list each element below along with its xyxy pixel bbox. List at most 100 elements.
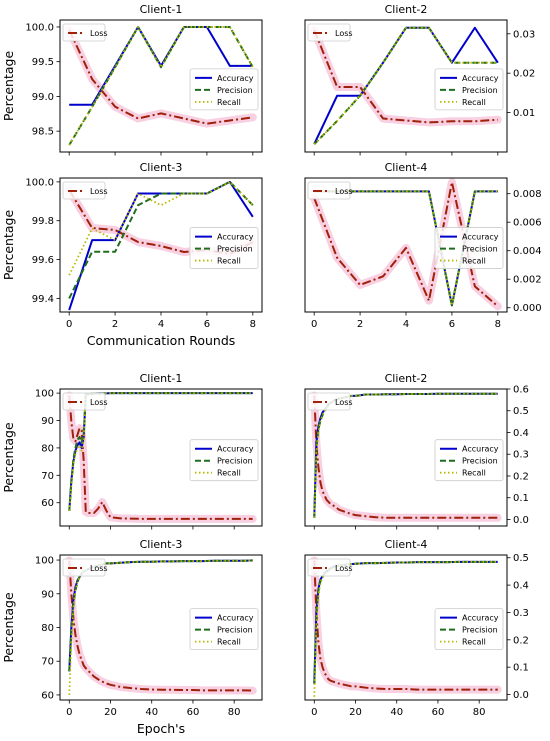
y-tick-label: 60 <box>41 690 54 701</box>
y-tick-label: 100.0 <box>25 22 54 33</box>
x-tick-label: 20 <box>104 707 117 718</box>
precision-line <box>68 392 253 512</box>
legend: Loss <box>307 392 353 411</box>
plot-frame <box>304 388 508 527</box>
legend: Accuracy Precision Recall <box>189 608 259 651</box>
x-tick-label: 40 <box>145 707 158 718</box>
y-right-tick-label: 0.1 <box>513 493 529 504</box>
y-tick-label: 70 <box>41 471 54 482</box>
y-axis-label: Percentage <box>1 592 16 663</box>
precision-legend-label: Precision <box>217 86 253 95</box>
loss-legend-label: Loss <box>335 564 353 573</box>
y-tick-label: 99.5 <box>32 57 54 68</box>
loss-line <box>313 395 498 519</box>
x-axis-label: Communication Rounds <box>87 333 236 348</box>
recall-line <box>313 26 498 145</box>
legend-box <box>307 23 351 42</box>
y-tick-label: 99.6 <box>32 255 54 266</box>
recall-legend-label: Recall <box>217 257 241 266</box>
chart-title: Client-4 <box>385 161 428 174</box>
x-tick-label: 60 <box>187 707 200 718</box>
chart-panel-6: 0.0 0.1 0.2 0.3 0.4 0.5 0.6 Client-2 Loss Accurac… <box>304 372 529 530</box>
loss-legend-label: Loss <box>90 187 108 196</box>
precision-legend-label: Precision <box>217 245 253 254</box>
loss-legend-label: Loss <box>335 187 353 196</box>
chart-title: Client-4 <box>385 538 428 551</box>
y-axis-label: Percentage <box>1 210 16 281</box>
legend-box <box>62 392 106 411</box>
precision-legend-label: Precision <box>462 245 498 254</box>
y-tick-label: 90 <box>41 589 54 600</box>
y-right-tick-label: 0.002 <box>513 275 542 286</box>
x-tick-label: 20 <box>349 707 362 718</box>
legend-box <box>189 439 259 482</box>
loss-line <box>313 29 498 124</box>
legend-box <box>189 68 259 111</box>
chart-panel-3: 0 2 4 6 8 99.4 99.6 99.8 100.0 Client-3 Percentage… <box>1 161 263 348</box>
y-right-tick-label: 0.5 <box>513 553 529 564</box>
recall-legend-label: Recall <box>462 469 486 478</box>
x-tick-label: 8 <box>495 319 501 330</box>
precision-legend-label: Precision <box>217 626 253 635</box>
y-tick-label: 60 <box>41 498 54 509</box>
recall-legend-label: Recall <box>462 638 486 647</box>
x-tick-label: 40 <box>390 707 403 718</box>
loss-legend-label: Loss <box>335 398 353 407</box>
loss-line <box>313 560 498 691</box>
loss-legend-label: Loss <box>90 398 108 407</box>
legend: Accuracy Precision Recall <box>434 68 504 111</box>
y-right-tick-label: 0.02 <box>513 69 535 80</box>
precision-legend-label: Precision <box>462 457 498 466</box>
y-right-tick-label: 0.03 <box>513 29 535 40</box>
legend-box <box>62 181 106 200</box>
chart-panel-8: 0 20 40 60 80 0.0 0.1 0.2 0.3 0.4 0.5 Client-4 Loss A… <box>304 538 529 718</box>
y-right-tick-label: 0.6 <box>513 385 529 396</box>
y-tick-label: 99.4 <box>32 294 54 305</box>
y-tick-label: 100 <box>35 556 54 567</box>
chart-title: Client-3 <box>140 161 183 174</box>
accuracy-legend-label: Accuracy <box>217 614 254 623</box>
chart-title: Client-2 <box>385 3 428 16</box>
loss-legend-label: Loss <box>90 29 108 38</box>
y-right-tick-label: 0.01 <box>513 108 535 119</box>
loss-legend-label: Loss <box>335 29 353 38</box>
legend: Loss <box>62 558 108 577</box>
x-tick-label: 6 <box>204 319 210 330</box>
chart-panel-7: 0 20 40 60 80 60 70 80 90 100 Client-3 Percentage Ep… <box>1 538 263 736</box>
recall-legend-label: Recall <box>217 98 241 107</box>
y-right-tick-label: 0.3 <box>513 450 529 461</box>
y-tick-label: 90 <box>41 416 54 427</box>
recall-line <box>313 392 498 518</box>
x-tick-label: 2 <box>112 319 118 330</box>
recall-line <box>68 180 254 276</box>
y-right-tick-label: 0.4 <box>513 428 529 439</box>
accuracy-legend-label: Accuracy <box>217 74 254 83</box>
y-tick-label: 70 <box>41 657 54 668</box>
x-tick-label: 2 <box>357 319 363 330</box>
loss-line <box>68 395 253 520</box>
legend-box <box>307 392 351 411</box>
precision-line <box>68 180 254 299</box>
series-lines <box>65 556 257 695</box>
recall-legend-label: Recall <box>217 469 241 478</box>
y-tick-label: 98.5 <box>32 127 54 138</box>
x-tick-label: 4 <box>158 319 164 330</box>
y-right-tick-label: 0.1 <box>513 663 529 674</box>
legend: Loss <box>62 181 108 200</box>
legend-box <box>62 23 106 42</box>
y-axis-label: Percentage <box>1 422 16 493</box>
recall-line <box>68 559 253 695</box>
y-tick-label: 80 <box>41 623 54 634</box>
legend-box <box>307 181 351 200</box>
chart-title: Client-1 <box>140 3 183 16</box>
legend: Loss <box>62 392 108 411</box>
chart-panel-4: 0 2 4 6 8 0.000 0.002 0.004 0.006 0.008 Client-4 Lo… <box>304 161 542 330</box>
y-tick-label: 99.0 <box>32 92 54 103</box>
series-lines <box>65 25 257 146</box>
legend: Accuracy Precision Recall <box>189 227 259 269</box>
y-right-tick-label: 0.3 <box>513 608 529 619</box>
legend-box <box>189 227 259 269</box>
y-right-tick-label: 0.000 <box>513 303 542 314</box>
legend-box <box>434 68 504 111</box>
